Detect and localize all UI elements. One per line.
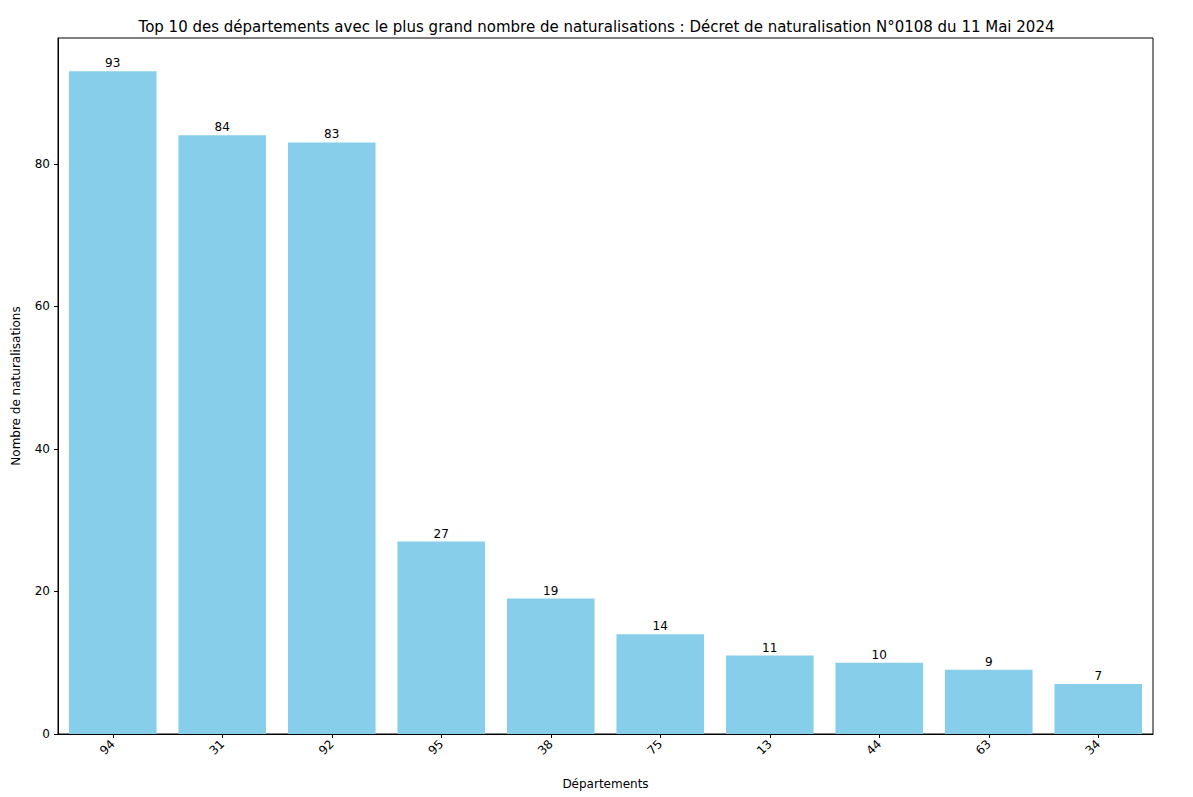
svg-text:27: 27 xyxy=(434,527,449,541)
svg-text:63: 63 xyxy=(973,737,994,758)
svg-text:10: 10 xyxy=(872,648,887,662)
svg-text:84: 84 xyxy=(215,120,230,134)
svg-text:92: 92 xyxy=(316,737,337,758)
svg-text:13: 13 xyxy=(754,737,775,758)
svg-text:20: 20 xyxy=(35,584,50,598)
svg-text:7: 7 xyxy=(1094,669,1102,683)
svg-text:14: 14 xyxy=(653,619,668,633)
svg-text:Top 10 des départements avec l: Top 10 des départements avec le plus gra… xyxy=(138,18,1055,36)
svg-text:31: 31 xyxy=(207,737,228,758)
svg-text:80: 80 xyxy=(35,157,50,171)
svg-text:95: 95 xyxy=(426,737,447,758)
svg-text:Départements: Départements xyxy=(562,777,648,791)
svg-text:83: 83 xyxy=(324,127,339,141)
svg-text:9: 9 xyxy=(985,655,993,669)
svg-text:40: 40 xyxy=(35,442,50,456)
svg-text:Nombre de naturalisations: Nombre de naturalisations xyxy=(9,306,23,465)
svg-text:93: 93 xyxy=(105,56,120,70)
svg-text:19: 19 xyxy=(543,584,558,598)
svg-text:60: 60 xyxy=(35,299,50,313)
svg-text:38: 38 xyxy=(535,737,556,758)
svg-text:94: 94 xyxy=(97,737,118,758)
svg-text:44: 44 xyxy=(864,737,885,758)
svg-text:0: 0 xyxy=(42,727,50,741)
svg-text:34: 34 xyxy=(1083,737,1104,758)
svg-text:11: 11 xyxy=(762,641,777,655)
svg-text:75: 75 xyxy=(645,737,666,758)
